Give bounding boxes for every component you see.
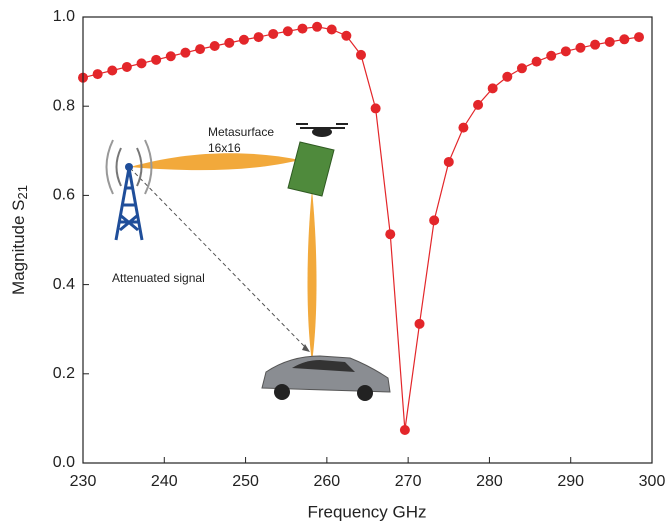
- y-tick-label: 0.6: [53, 187, 75, 204]
- data-point: [253, 32, 264, 43]
- data-point: [429, 215, 440, 226]
- x-tick-label: 250: [232, 473, 259, 490]
- y-tick-label: 0.2: [53, 365, 75, 382]
- data-point: [590, 39, 601, 50]
- metasurface: [287, 141, 335, 197]
- data-point: [195, 44, 206, 55]
- x-axis-title: Frequency GHz: [307, 502, 426, 521]
- data-point: [370, 103, 381, 114]
- y-axis-title-main: Magnitude S: [9, 200, 28, 295]
- data-point: [312, 21, 323, 32]
- attenuated-path: [129, 167, 307, 349]
- plot-area: 230 240 250 260 270 280 290 300 0.0 0.2 0.4 0.6 0.8 1…: [53, 8, 666, 490]
- data-point: [633, 32, 644, 43]
- beam: [307, 190, 317, 362]
- y-axis-title: Magnitude S21: [9, 185, 30, 295]
- data-point: [546, 50, 557, 61]
- data-point: [297, 23, 308, 34]
- x-tick-label: 270: [395, 473, 422, 490]
- data-point: [487, 83, 498, 94]
- data-point: [224, 37, 235, 48]
- data-point: [151, 54, 162, 65]
- data-point: [604, 36, 615, 47]
- y-tick-label: 0.8: [53, 97, 75, 114]
- data-point: [268, 28, 279, 39]
- data-point: [136, 58, 147, 69]
- data-point: [282, 26, 293, 37]
- annotation: Metasurface: [208, 125, 274, 139]
- data-point: [121, 61, 132, 72]
- data-point: [575, 42, 586, 53]
- y-axis-title-subscript: 21: [15, 185, 30, 199]
- data-point: [502, 71, 513, 82]
- data-point: [180, 47, 191, 58]
- data-point: [516, 63, 527, 74]
- data-point: [414, 318, 425, 329]
- plot-frame: [82, 16, 653, 464]
- x-tick-label: 290: [557, 473, 584, 490]
- data-point: [399, 424, 410, 435]
- data-point: [107, 65, 118, 76]
- annotation: Attenuated signal: [112, 271, 205, 285]
- drone: [296, 123, 348, 137]
- x-tick-label: 230: [70, 473, 97, 490]
- y-tick-label: 0.0: [53, 454, 75, 471]
- data-point: [165, 51, 176, 62]
- data-layer: [78, 21, 644, 435]
- data-point: [619, 34, 630, 45]
- data-point: [355, 49, 366, 60]
- illustration: Metasurface 16x16 Attenuated signal: [105, 123, 391, 401]
- x-tick-label: 300: [639, 473, 666, 490]
- car: [261, 355, 391, 401]
- arrow-head: [302, 344, 310, 352]
- beam: [130, 153, 300, 171]
- data-point: [238, 34, 249, 45]
- tower: [105, 139, 153, 241]
- data-point: [209, 40, 220, 51]
- data-point: [560, 46, 571, 57]
- data-point: [473, 99, 484, 110]
- y-tick-label: 1.0: [53, 8, 75, 25]
- data-point: [326, 24, 337, 35]
- data-point: [341, 30, 352, 41]
- data-point: [92, 69, 103, 80]
- annotation: 16x16: [208, 141, 241, 155]
- data-point: [385, 229, 396, 240]
- y-tick-label: 0.4: [53, 276, 75, 293]
- x-tick-label: 280: [476, 473, 503, 490]
- data-point: [443, 156, 454, 167]
- x-tick-label: 240: [151, 473, 178, 490]
- data-point: [531, 56, 542, 67]
- x-tick-label: 260: [314, 473, 341, 490]
- data-point: [458, 122, 469, 133]
